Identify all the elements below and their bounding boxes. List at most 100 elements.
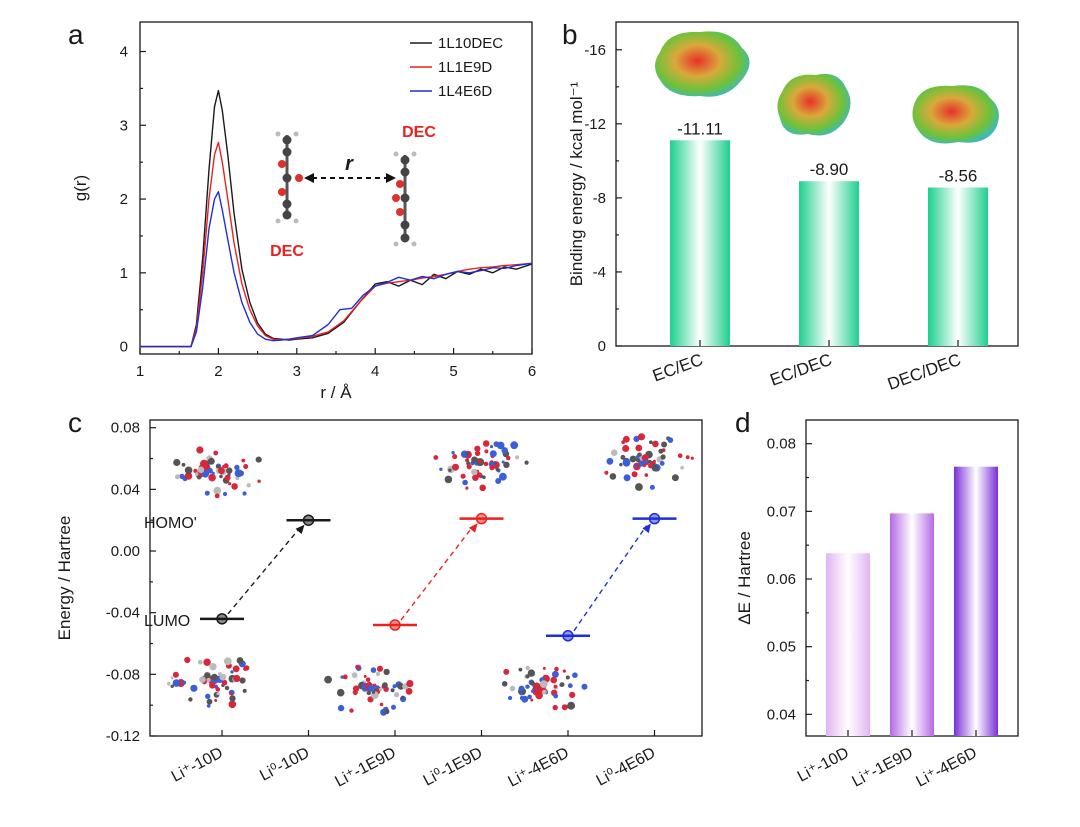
orbital-atom	[228, 700, 237, 709]
orbital-atom	[505, 455, 511, 461]
orbital-atom	[471, 468, 478, 476]
dec-label-left: DEC	[270, 243, 304, 260]
orbital-atom	[232, 665, 240, 673]
x-category-label: Li⁺-10D	[795, 745, 852, 786]
orbital-atom	[550, 676, 557, 684]
esp-surface-dec-dec	[912, 85, 999, 144]
orbital-atom	[205, 693, 211, 699]
r-distance-label: r	[345, 153, 354, 175]
orbital-atom	[384, 708, 390, 715]
panel-a-xlabel: r / Å	[320, 383, 352, 402]
orbital-atom	[649, 484, 655, 490]
y-tick-label: 3	[120, 117, 128, 134]
orbital-atom	[376, 665, 384, 672]
orbital-atom	[392, 684, 397, 689]
orbital-atom	[569, 691, 576, 699]
y-tick-label: 0.04	[111, 481, 140, 498]
orbital-atom	[567, 701, 576, 710]
orbital-atom	[482, 475, 486, 480]
legend-label-1L4E6D: 1L4E6D	[438, 83, 492, 100]
orbital-atom	[622, 458, 631, 467]
y-tick-label: -4	[593, 264, 606, 281]
orbital-atom	[649, 440, 653, 445]
esp-surface-ec-ec	[655, 31, 750, 97]
orbital-atom	[204, 672, 211, 679]
orbital-atom	[190, 684, 198, 692]
lumo-cluster-1e9d	[324, 664, 414, 716]
orbital-atom	[476, 472, 483, 478]
orbital-atom	[214, 699, 218, 702]
orbital-atom	[352, 689, 358, 696]
orbital-atom	[181, 462, 186, 467]
orbital-atom	[619, 462, 623, 467]
orbital-atom	[361, 683, 366, 689]
panel-c-ylabel: Energy / Hartree	[55, 516, 74, 641]
orbital-atom	[527, 669, 536, 677]
orbital-atom	[462, 479, 468, 486]
orbital-atom	[620, 454, 626, 460]
orbital-atom	[604, 470, 609, 475]
lumo-point-4E6D	[562, 630, 574, 642]
panel-d-ylabel: ΔE / Hartree	[735, 531, 754, 625]
orbital-atom	[223, 657, 232, 666]
orbital-atom	[222, 491, 228, 497]
orbital-atom	[363, 674, 367, 678]
y-tick-label: -8	[593, 190, 606, 207]
orbital-atom	[167, 681, 171, 686]
orbital-atom	[460, 473, 466, 479]
orbital-atom	[193, 468, 198, 473]
orbital-atom	[501, 681, 508, 687]
orbital-atom	[406, 680, 414, 688]
orbital-atom	[631, 471, 638, 478]
orbital-atom	[635, 444, 643, 452]
orbital-atom	[184, 466, 193, 475]
orbital-atom	[223, 463, 229, 469]
legend-label-1L1E9D: 1L1E9D	[438, 59, 492, 76]
orbital-atom	[661, 441, 668, 448]
x-tick-label: 3	[293, 363, 301, 380]
orbital-atom	[242, 688, 247, 693]
orbital-atom	[644, 459, 649, 464]
orbital-atom	[197, 659, 203, 665]
orbital-atom	[518, 685, 525, 692]
orbital-atom	[216, 692, 220, 696]
orbital-atom	[230, 670, 234, 674]
orbital-atom	[652, 440, 659, 448]
x-category-label: DEC/DEC	[885, 350, 963, 394]
orbital-atom	[518, 667, 523, 672]
orbital-atom	[677, 453, 683, 459]
orbital-atom	[173, 458, 181, 467]
orbital-atom	[530, 680, 535, 686]
panel-c-energy-levels-chart: 0.08 0.04 0.00 -0.04 -0.08 -0.12 Li⁺-10D Li⁰-10…	[55, 419, 703, 791]
legend-label-1L10DEC: 1L10DEC	[438, 35, 503, 52]
bar-EC/DEC	[799, 181, 859, 346]
orbital-atom	[448, 468, 452, 472]
orbital-atom	[213, 486, 222, 495]
orbital-atom	[379, 702, 384, 707]
orbital-atom	[635, 455, 640, 460]
orbital-atom	[390, 688, 395, 693]
dec-label-right: DEC	[402, 124, 436, 141]
orbital-atom	[636, 465, 641, 470]
homo-cluster-4e6d	[604, 433, 694, 491]
x-category-label: Li⁺-4E6D	[913, 745, 979, 791]
orbital-atom	[367, 684, 375, 692]
y-tick-label: -12	[584, 116, 606, 133]
lumo-label: LUMO	[144, 613, 190, 630]
orbital-atom	[218, 467, 225, 475]
orbital-atom	[474, 450, 481, 457]
y-tick-label: 0.08	[767, 436, 796, 453]
orbital-atom	[465, 458, 470, 463]
panel-b-binding-energy-chart: 0 -4 -8 -12 -16 -11.11 EC/EC -8.90 EC/DEC -8.56 D…	[567, 21, 1019, 394]
transition-arrow-10D	[227, 526, 302, 615]
homo-point-1E9D	[475, 512, 488, 525]
orbital-atom	[239, 677, 246, 684]
orbital-atom	[433, 455, 439, 460]
orbital-atom	[465, 486, 469, 490]
orbital-atom	[206, 704, 211, 708]
orbital-atom	[515, 455, 520, 460]
orbital-atom	[382, 682, 388, 688]
panel-label-c: c	[68, 407, 82, 438]
